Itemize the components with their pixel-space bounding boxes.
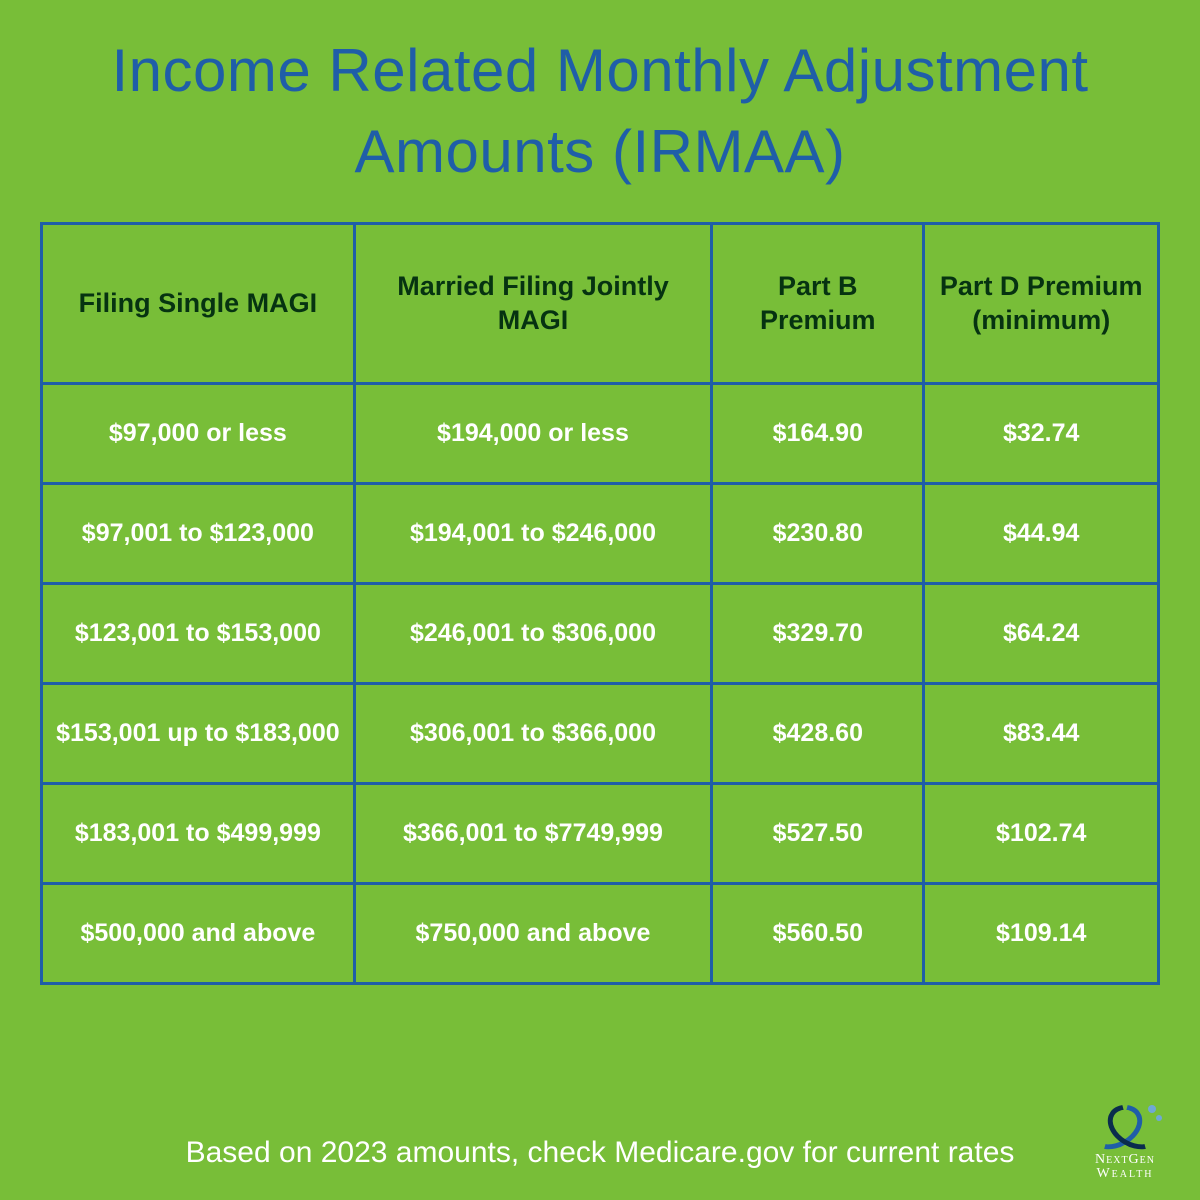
footer: Based on 2023 amounts, check Medicare.go… (0, 1136, 1200, 1170)
cell: $83.44 (924, 684, 1159, 784)
logo-mark-icon (1090, 1107, 1160, 1151)
cell: $44.94 (924, 484, 1159, 584)
cell: $97,001 to $123,000 (42, 484, 355, 584)
cell: $560.50 (712, 884, 924, 984)
table-header-row: Filing Single MAGI Married Filing Jointl… (42, 224, 1159, 384)
page-title: Income Related Monthly Adjustment Amount… (40, 30, 1160, 192)
cell: $366,001 to $7749,999 (354, 784, 711, 884)
cell: $194,001 to $246,000 (354, 484, 711, 584)
table-row: $123,001 to $153,000 $246,001 to $306,00… (42, 584, 1159, 684)
cell: $97,000 or less (42, 384, 355, 484)
table-row: $153,001 up to $183,000 $306,001 to $366… (42, 684, 1159, 784)
cell: $183,001 to $499,999 (42, 784, 355, 884)
cell: $527.50 (712, 784, 924, 884)
col-header-partb: Part B Premium (712, 224, 924, 384)
cell: $428.60 (712, 684, 924, 784)
cell: $750,000 and above (354, 884, 711, 984)
logo-line1: NextGen (1095, 1153, 1155, 1168)
table-row: $500,000 and above $750,000 and above $5… (42, 884, 1159, 984)
col-header-joint: Married Filing Jointly MAGI (354, 224, 711, 384)
col-header-single: Filing Single MAGI (42, 224, 355, 384)
brand-logo: NextGen Wealth (1090, 1107, 1160, 1182)
cell: $246,001 to $306,000 (354, 584, 711, 684)
irmaa-table: Filing Single MAGI Married Filing Jointl… (40, 222, 1160, 985)
cell: $123,001 to $153,000 (42, 584, 355, 684)
cell: $153,001 up to $183,000 (42, 684, 355, 784)
logo-text: NextGen Wealth (1095, 1153, 1155, 1182)
footer-text: Based on 2023 amounts, check Medicare.go… (186, 1136, 1015, 1170)
cell: $230.80 (712, 484, 924, 584)
table-row: $97,000 or less $194,000 or less $164.90… (42, 384, 1159, 484)
cell: $109.14 (924, 884, 1159, 984)
cell: $102.74 (924, 784, 1159, 884)
cell: $306,001 to $366,000 (354, 684, 711, 784)
cell: $164.90 (712, 384, 924, 484)
logo-line2: Wealth (1095, 1167, 1155, 1182)
cell: $32.74 (924, 384, 1159, 484)
col-header-partd: Part D Premium (minimum) (924, 224, 1159, 384)
table-row: $97,001 to $123,000 $194,001 to $246,000… (42, 484, 1159, 584)
cell: $329.70 (712, 584, 924, 684)
cell: $64.24 (924, 584, 1159, 684)
cell: $194,000 or less (354, 384, 711, 484)
table-row: $183,001 to $499,999 $366,001 to $7749,9… (42, 784, 1159, 884)
cell: $500,000 and above (42, 884, 355, 984)
